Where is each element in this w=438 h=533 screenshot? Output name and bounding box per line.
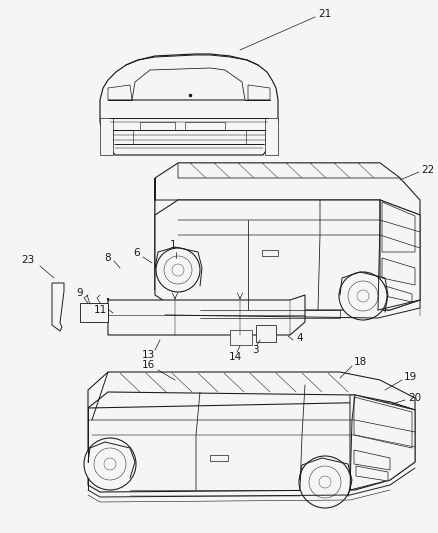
Polygon shape — [255, 325, 276, 342]
Polygon shape — [155, 215, 177, 300]
Polygon shape — [88, 372, 414, 410]
Text: 16: 16 — [141, 360, 154, 370]
Polygon shape — [155, 163, 419, 215]
Polygon shape — [381, 258, 414, 285]
Text: 3: 3 — [251, 345, 258, 355]
Text: 20: 20 — [407, 393, 420, 403]
Polygon shape — [381, 202, 414, 252]
Polygon shape — [261, 250, 277, 256]
Text: 11: 11 — [93, 305, 106, 315]
Ellipse shape — [338, 272, 386, 320]
Polygon shape — [52, 283, 64, 331]
Polygon shape — [353, 397, 411, 448]
Polygon shape — [247, 85, 269, 100]
Text: 18: 18 — [353, 357, 366, 367]
Text: 22: 22 — [420, 165, 434, 175]
Polygon shape — [384, 286, 411, 302]
Text: 9: 9 — [77, 288, 83, 298]
Text: 14: 14 — [228, 352, 241, 362]
Text: 19: 19 — [403, 372, 416, 382]
Polygon shape — [245, 130, 265, 144]
Polygon shape — [155, 200, 419, 310]
Polygon shape — [355, 466, 387, 481]
Text: 6: 6 — [134, 248, 140, 258]
Polygon shape — [155, 178, 200, 310]
Polygon shape — [140, 122, 175, 130]
Polygon shape — [265, 118, 277, 155]
Polygon shape — [379, 200, 419, 310]
Polygon shape — [177, 163, 399, 178]
Polygon shape — [88, 402, 414, 492]
Ellipse shape — [84, 438, 136, 490]
Polygon shape — [100, 54, 277, 155]
Polygon shape — [353, 450, 389, 470]
Polygon shape — [209, 455, 227, 461]
Text: 21: 21 — [318, 9, 331, 19]
Polygon shape — [230, 330, 251, 345]
Polygon shape — [132, 68, 244, 100]
Polygon shape — [113, 130, 133, 144]
Text: 13: 13 — [141, 350, 154, 360]
Polygon shape — [100, 118, 113, 155]
Polygon shape — [184, 122, 225, 130]
Text: 23: 23 — [21, 255, 35, 265]
Polygon shape — [108, 295, 304, 335]
Text: 4: 4 — [296, 333, 303, 343]
Polygon shape — [108, 85, 132, 100]
Text: 1: 1 — [170, 240, 176, 250]
Ellipse shape — [298, 456, 350, 508]
Text: 8: 8 — [104, 253, 111, 263]
Polygon shape — [80, 303, 108, 322]
Polygon shape — [349, 395, 414, 490]
